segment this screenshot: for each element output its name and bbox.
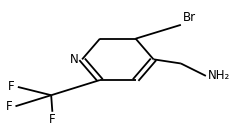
Text: F: F	[49, 113, 56, 126]
Text: Br: Br	[183, 11, 196, 24]
Text: F: F	[8, 80, 15, 93]
Text: NH₂: NH₂	[208, 69, 230, 82]
Text: N: N	[70, 53, 79, 66]
Text: F: F	[6, 100, 13, 113]
